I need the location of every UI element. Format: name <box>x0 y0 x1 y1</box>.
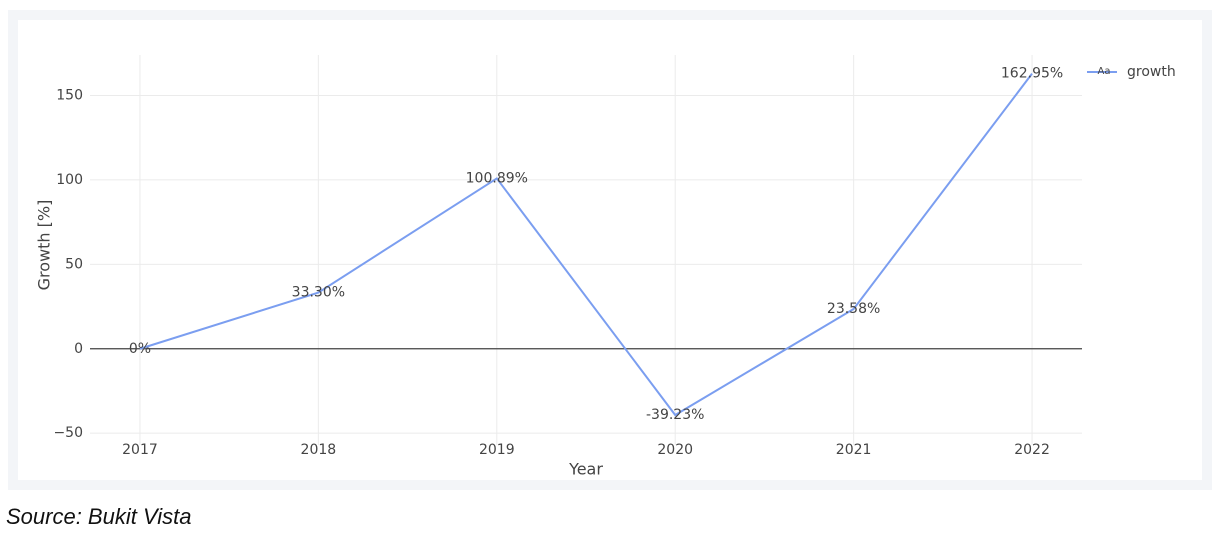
legend-symbol: Aa <box>1098 66 1111 77</box>
chart-card <box>18 20 1202 480</box>
x-tick-label: 2020 <box>657 442 693 458</box>
data-label: 100.89% <box>466 170 528 186</box>
data-label: -39.23% <box>646 407 704 423</box>
y-tick-label: 50 <box>65 256 83 272</box>
x-axis-title: Year <box>568 460 603 479</box>
data-label: 23.58% <box>827 301 880 317</box>
y-tick-label: 0 <box>74 341 83 357</box>
x-tick-label: 2017 <box>122 442 158 458</box>
y-tick-label: −50 <box>53 425 83 441</box>
data-label: 162.95% <box>1001 66 1063 82</box>
legend-label: growth <box>1127 64 1176 80</box>
chart: 2017 2018 2019 2020 2021 2022 −50 0 50 100 150 Year… <box>35 55 1176 479</box>
y-axis-title: Growth [%] <box>35 200 54 291</box>
data-label: 33.30% <box>292 285 345 301</box>
x-tick-label: 2022 <box>1014 442 1050 458</box>
y-tick-label: 100 <box>56 172 83 188</box>
y-tick-label: 150 <box>56 88 83 104</box>
data-label: 0% <box>129 341 151 357</box>
x-tick-label: 2019 <box>479 442 515 458</box>
line <box>139 73 1033 417</box>
x-tick-label: 2018 <box>301 442 337 458</box>
x-tick-label: 2021 <box>836 442 872 458</box>
source-caption: Source: Bukit Vista <box>6 504 192 529</box>
